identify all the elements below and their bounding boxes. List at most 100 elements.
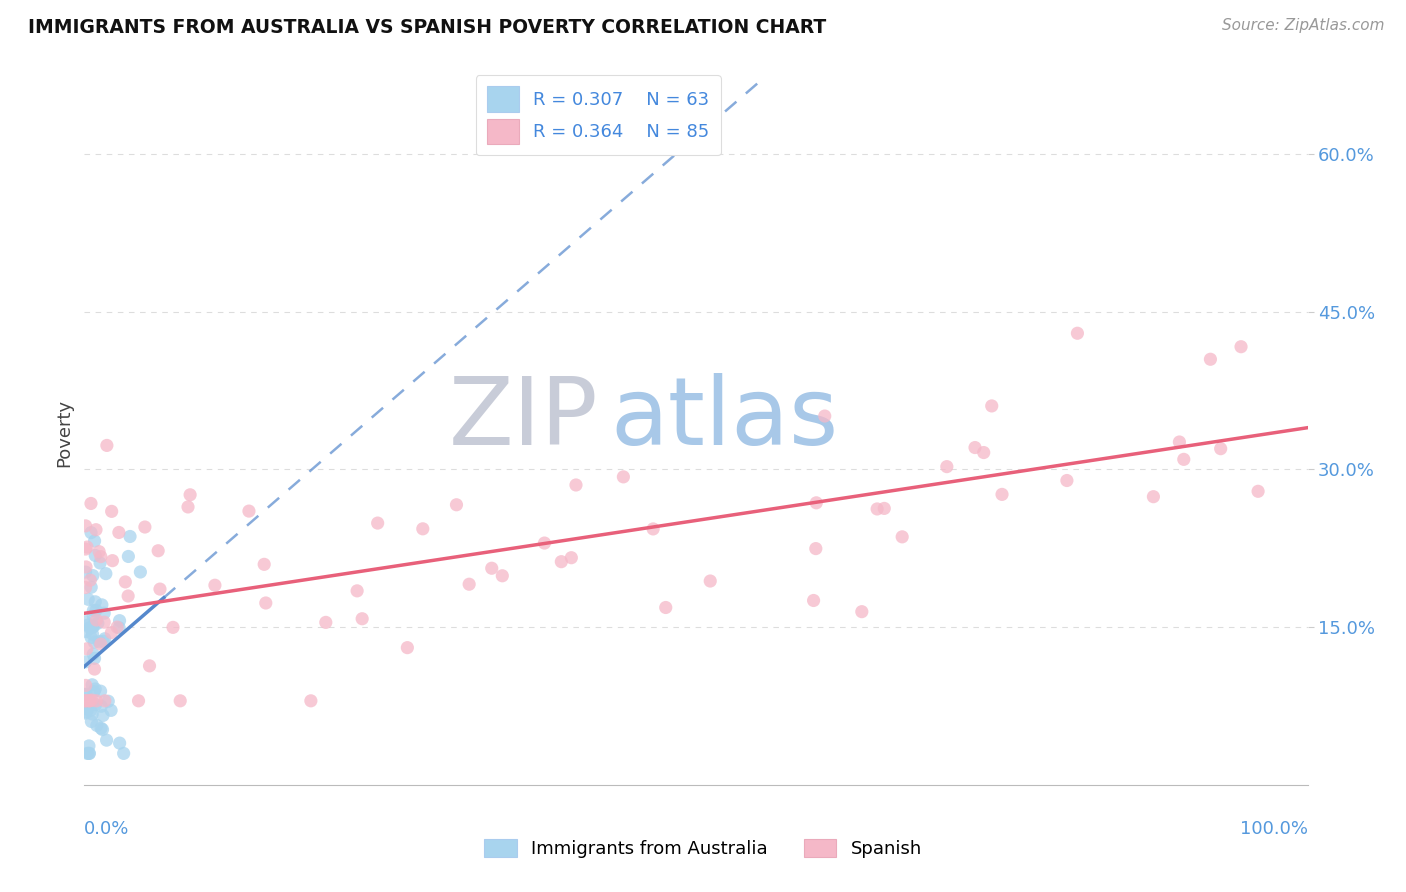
Point <box>82 627 104 641</box>
Point <box>90 637 112 651</box>
Point <box>76 641 98 656</box>
Point <box>75 624 97 639</box>
Point <box>491 568 513 582</box>
Point <box>77 747 100 761</box>
Point <box>76 702 98 716</box>
Point <box>93 632 115 646</box>
Point <box>76 747 98 761</box>
Point <box>565 478 588 492</box>
Point <box>84 549 107 563</box>
Point <box>75 542 97 557</box>
Point <box>699 574 721 588</box>
Point <box>87 616 110 631</box>
Point <box>935 459 957 474</box>
Point <box>991 487 1014 501</box>
Point <box>1056 474 1078 488</box>
Text: ZIP: ZIP <box>449 373 598 465</box>
Point <box>134 520 156 534</box>
Point <box>80 496 103 510</box>
Point <box>76 540 98 554</box>
Point <box>83 662 105 676</box>
Point <box>86 718 108 732</box>
Point <box>86 613 108 627</box>
Point <box>90 549 112 564</box>
Point <box>94 694 117 708</box>
Point <box>1142 490 1164 504</box>
Point <box>77 592 100 607</box>
Point <box>84 603 107 617</box>
Point <box>980 399 1002 413</box>
Point <box>129 565 152 579</box>
Point <box>412 522 434 536</box>
Point <box>77 618 100 632</box>
Point <box>75 678 97 692</box>
Point <box>91 708 114 723</box>
Point <box>108 525 131 540</box>
Point <box>1247 484 1270 499</box>
Point <box>177 500 200 514</box>
Point <box>804 541 827 556</box>
Text: 0.0%: 0.0% <box>84 821 129 838</box>
Point <box>80 693 103 707</box>
Point <box>90 598 112 612</box>
Point <box>204 578 226 592</box>
Point <box>84 698 107 712</box>
Point <box>83 651 105 665</box>
Point <box>1173 452 1195 467</box>
Point <box>84 681 107 696</box>
Point <box>162 620 184 634</box>
Point <box>80 714 103 729</box>
Point <box>100 625 122 640</box>
Point <box>108 621 131 635</box>
Point <box>1230 340 1253 354</box>
Text: 100.0%: 100.0% <box>1240 821 1308 838</box>
Point <box>75 519 97 533</box>
Point <box>643 522 665 536</box>
Point <box>75 705 97 719</box>
Point <box>82 620 104 634</box>
Point <box>117 549 139 564</box>
Point <box>82 678 104 692</box>
Point <box>84 595 107 609</box>
Point <box>84 523 107 537</box>
Point <box>655 600 678 615</box>
Point <box>89 544 111 558</box>
Point <box>75 706 97 720</box>
Point <box>814 409 837 423</box>
Point <box>91 634 114 648</box>
Point <box>169 694 191 708</box>
Y-axis label: Poverty: Poverty <box>55 399 73 467</box>
Point <box>89 634 111 648</box>
Point <box>346 583 368 598</box>
Point <box>90 699 112 714</box>
Point <box>108 736 131 750</box>
Point <box>79 573 101 587</box>
Point <box>117 589 139 603</box>
Point <box>77 694 100 708</box>
Text: atlas: atlas <box>610 373 838 465</box>
Point <box>118 529 141 543</box>
Point <box>79 747 101 761</box>
Point <box>315 615 337 630</box>
Point <box>612 470 634 484</box>
Point <box>1168 435 1191 450</box>
Point <box>1209 442 1232 456</box>
Point <box>481 561 503 575</box>
Point <box>1199 352 1222 367</box>
Point <box>82 647 104 661</box>
Point <box>108 614 131 628</box>
Point <box>105 620 128 634</box>
Point <box>82 568 104 582</box>
Point <box>973 445 995 459</box>
Point <box>873 501 896 516</box>
Point <box>80 525 103 540</box>
Point <box>550 555 572 569</box>
Point <box>82 706 104 721</box>
Point <box>352 612 374 626</box>
Point <box>83 684 105 698</box>
Point <box>806 496 828 510</box>
Point <box>533 536 555 550</box>
Text: Source: ZipAtlas.com: Source: ZipAtlas.com <box>1222 18 1385 33</box>
Point <box>93 615 115 630</box>
Point <box>458 577 481 591</box>
